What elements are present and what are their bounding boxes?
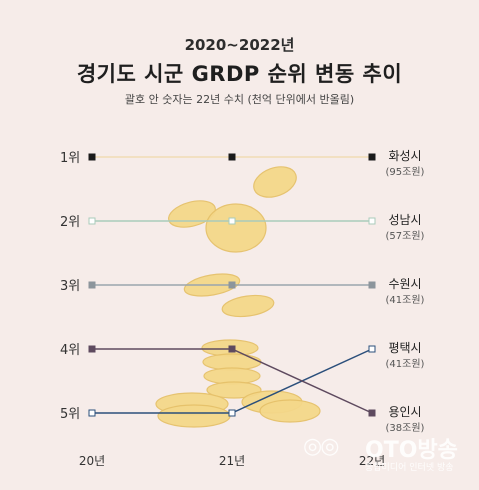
y-tick-label: 2위: [60, 215, 80, 230]
point-marker-3-2: [368, 345, 376, 353]
point-marker-2-1: [228, 281, 236, 289]
coin: [206, 381, 262, 399]
series-end-label: 화성시: [388, 149, 421, 163]
series-value-label: (38조원): [386, 422, 425, 434]
chart-note: 괄호 안 숫자는 22년 수치 (천억 단위에서 반올림): [124, 93, 355, 106]
x-tick-label: 20년: [79, 454, 105, 468]
y-tick-label: 4위: [60, 343, 80, 358]
chart-subtitle: 2020~2022년: [184, 36, 295, 54]
point-marker-4-2: [368, 409, 376, 417]
watermark-logo: ◎◎: [303, 434, 339, 459]
coin: [221, 294, 275, 318]
coin: [253, 166, 297, 198]
series-end-label: 수원시: [388, 277, 421, 291]
y-tick-label: 1위: [60, 151, 80, 166]
x-tick-label: 22년: [359, 454, 385, 468]
series-end-label: 용인시: [388, 405, 421, 419]
series-end-label: 성남시: [388, 213, 421, 227]
y-tick-label: 5위: [60, 407, 80, 422]
coin: [259, 399, 321, 423]
point-marker-2-2: [368, 281, 376, 289]
point-marker-4-1: [228, 345, 236, 353]
point-marker-2-0: [88, 281, 96, 289]
gold-coins-illustration: [155, 166, 321, 428]
series-value-label: (41조원): [386, 294, 425, 306]
point-marker-1-0: [88, 217, 96, 225]
point-marker-3-1: [228, 409, 236, 417]
point-marker-4-0: [88, 345, 96, 353]
watermark-name: OTO방송: [365, 438, 458, 463]
point-marker-0-0: [88, 153, 96, 161]
chart-title: 경기도 시군 GRDP 순위 변동 추이: [76, 62, 403, 86]
point-marker-0-1: [228, 153, 236, 161]
coin: [157, 404, 231, 428]
series-value-label: (41조원): [386, 358, 425, 370]
point-marker-1-2: [368, 217, 376, 225]
coin: [205, 203, 267, 253]
x-tick-label: 21년: [219, 454, 245, 468]
watermark-tagline: 종합미디어 인터넷 방송: [365, 463, 454, 473]
broadcaster-watermark: ◎◎ OTO방송 종합미디어 인터넷 방송: [303, 430, 473, 480]
point-marker-3-0: [88, 409, 96, 417]
y-tick-label: 3위: [60, 279, 80, 294]
series-end-label: 평택시: [388, 341, 421, 355]
series-value-label: (95조원): [386, 166, 425, 178]
point-marker-0-2: [368, 153, 376, 161]
series-value-label: (57조원): [386, 230, 425, 242]
point-marker-1-1: [228, 217, 236, 225]
